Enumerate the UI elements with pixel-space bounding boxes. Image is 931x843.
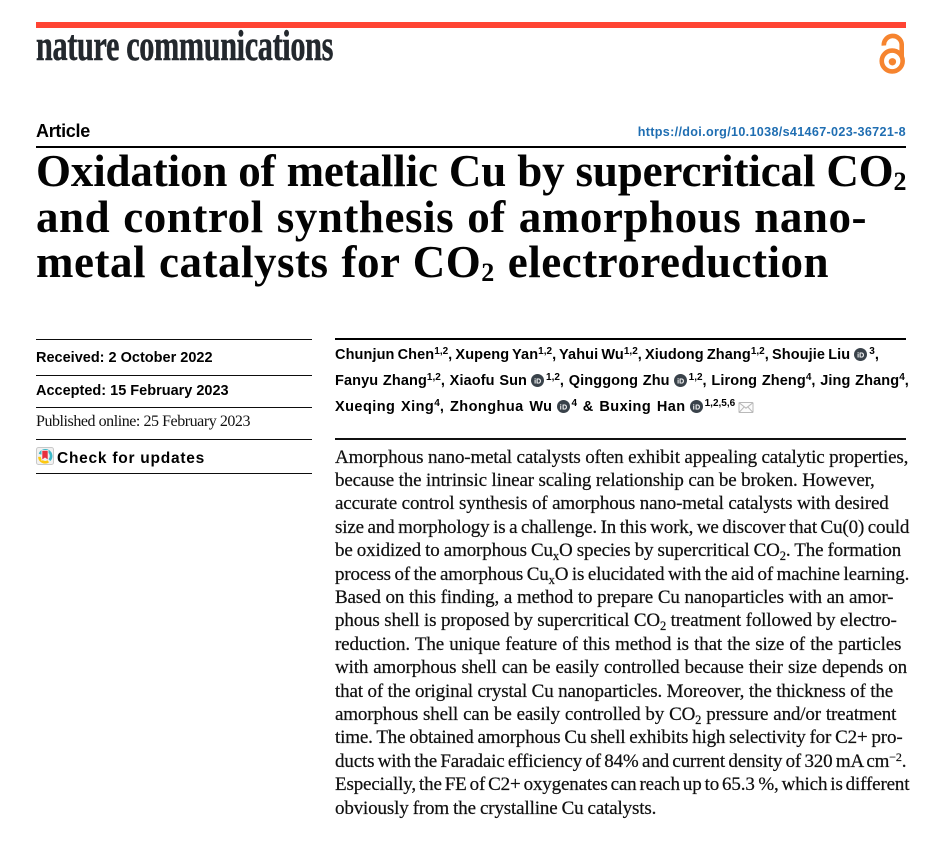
svg-text:iD: iD xyxy=(692,404,700,411)
svg-text:iD: iD xyxy=(677,378,684,385)
svg-text:iD: iD xyxy=(534,378,541,385)
svg-text:iD: iD xyxy=(559,404,567,411)
svg-text:iD: iD xyxy=(857,352,864,359)
